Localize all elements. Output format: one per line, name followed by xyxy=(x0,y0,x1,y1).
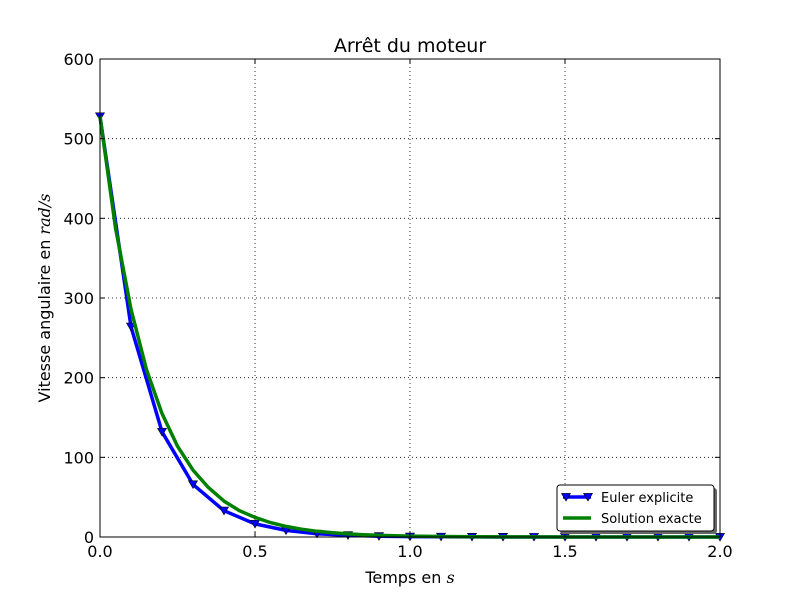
x-axis-label-unit: s xyxy=(446,568,454,587)
y-tick-label: 300 xyxy=(63,289,94,308)
x-axis-label: Temps en s xyxy=(364,568,454,587)
y-tick-label: 400 xyxy=(63,209,94,228)
y-axis-label: Vitesse angulaire en rad/s xyxy=(35,194,54,403)
x-tick-label: 0.5 xyxy=(242,542,267,561)
x-tick-label: 1.0 xyxy=(397,542,422,561)
legend-marker xyxy=(582,493,594,502)
x-tick-label: 0.0 xyxy=(87,542,112,561)
legend-item: Solution exacte xyxy=(563,512,702,527)
y-tick-label: 0 xyxy=(84,528,94,547)
x-tick-label: 2.0 xyxy=(707,542,732,561)
ticks: 0.0 0.5 1.0 1.5 2.0 0 100 200 300 400 500 600 xyxy=(63,50,732,561)
legend: Euler explicite Solution exacte xyxy=(556,484,717,534)
legend-item: Euler explicite xyxy=(560,491,693,506)
legend-label: Euler explicite xyxy=(601,491,693,506)
data-point xyxy=(249,519,261,529)
data-point xyxy=(218,506,230,516)
data-point xyxy=(187,480,199,490)
data-point xyxy=(156,427,168,437)
x-axis-label-text: Temps en xyxy=(364,568,446,587)
y-tick-label: 600 xyxy=(63,50,94,69)
legend-label: Solution exacte xyxy=(601,512,702,527)
legend-marker xyxy=(560,493,572,502)
plot-series xyxy=(94,112,726,542)
legend-box xyxy=(556,484,715,532)
y-tick-label: 100 xyxy=(63,448,94,467)
grid xyxy=(99,58,721,538)
y-tick-label: 200 xyxy=(63,369,94,388)
chart-title: Arrêt du moteur xyxy=(334,35,487,57)
y-axis-label-text: Vitesse angulaire en xyxy=(35,235,54,403)
x-tick-label: 1.5 xyxy=(552,542,577,561)
y-axis-label-unit: rad/s xyxy=(35,194,54,235)
series-euler-explicite xyxy=(94,112,726,542)
y-tick-label: 500 xyxy=(63,130,94,149)
